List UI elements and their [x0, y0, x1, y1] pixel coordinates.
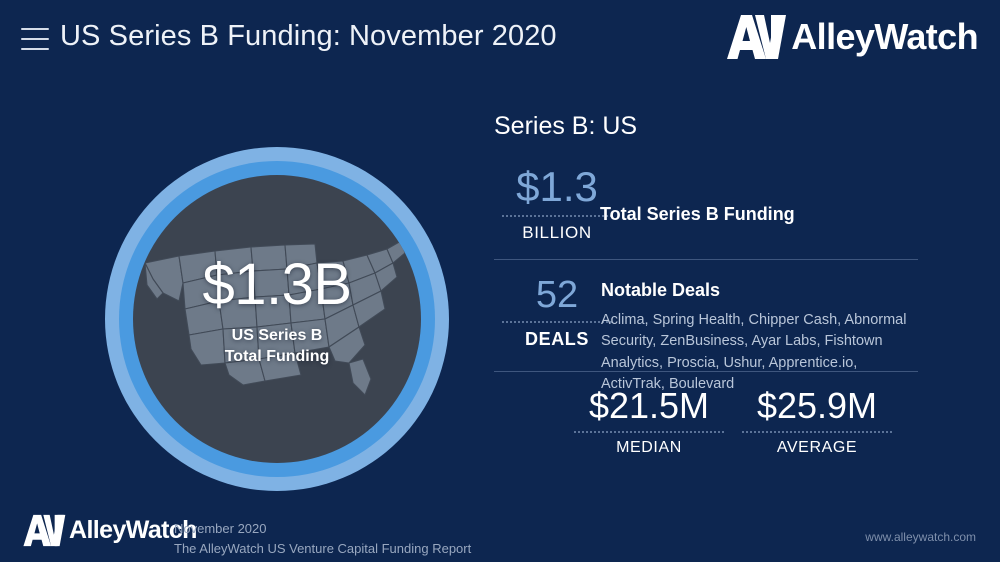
header: US Series B Funding: November 2020 Alley…: [0, 0, 1000, 88]
alleywatch-logo-header[interactable]: AlleyWatch: [725, 14, 979, 60]
panel-divider-2: [494, 371, 918, 372]
panel-title: Series B: US: [494, 112, 638, 140]
circle-amount: $1.3B: [202, 252, 352, 317]
footer-website-url[interactable]: www.alleywatch.com: [865, 530, 976, 544]
metric-median: $21.5M MEDIAN: [564, 388, 734, 457]
total-funding-divider: [502, 215, 612, 217]
median-value: $21.5M: [588, 385, 710, 426]
total-funding-unit: BILLION: [522, 223, 592, 242]
circle-subtitle-line2: Total Funding: [224, 348, 330, 366]
notable-deals-list: Aclima, Spring Health, Chipper Cash, Abn…: [601, 312, 907, 393]
deals-count-value: 52: [535, 274, 579, 316]
footer-report-info: November 2020 The AlleyWatch US Venture …: [174, 519, 471, 558]
circle-text-block: $1.3B US Series B Total Funding: [105, 252, 449, 368]
total-funding-label: Total Series B Funding: [600, 204, 795, 224]
alleywatch-logo-footer[interactable]: AlleyWatch: [22, 514, 197, 547]
alleywatch-wordmark-footer: AlleyWatch: [69, 516, 197, 544]
notable-deals-label: Notable Deals: [601, 280, 721, 300]
metric-total-funding: $1.3 BILLION: [496, 166, 618, 243]
metric-average: $25.9M AVERAGE: [732, 388, 902, 457]
us-map-icon: [133, 175, 421, 463]
average-divider: [742, 431, 892, 433]
deals-count-divider: [502, 321, 612, 323]
median-divider: [574, 431, 724, 433]
median-label: MEDIAN: [616, 439, 682, 456]
aw-monogram-icon: [22, 514, 66, 547]
footer-report-name: The AlleyWatch US Venture Capital Fundin…: [174, 540, 472, 556]
circle-subtitle-line1: US Series B: [231, 326, 323, 344]
metric-deals-count: 52 DEALS: [496, 276, 618, 350]
menu-line-3: [21, 48, 49, 50]
hamburger-menu-icon[interactable]: [21, 28, 49, 50]
average-label: AVERAGE: [776, 439, 858, 456]
alleywatch-wordmark-header: AlleyWatch: [791, 16, 978, 57]
page-title: US Series B Funding: November 2020: [60, 20, 557, 52]
funding-circle-graphic: $1.3B US Series B Total Funding: [105, 147, 449, 491]
average-value: $25.9M: [756, 385, 878, 426]
aw-monogram-icon: [725, 14, 787, 60]
panel-divider-1: [494, 259, 918, 260]
menu-line-2: [21, 38, 49, 40]
footer-date: November 2020: [174, 521, 267, 536]
total-funding-value: $1.3: [516, 163, 598, 210]
deals-count-unit: DEALS: [524, 329, 589, 349]
menu-line-1: [21, 28, 49, 30]
